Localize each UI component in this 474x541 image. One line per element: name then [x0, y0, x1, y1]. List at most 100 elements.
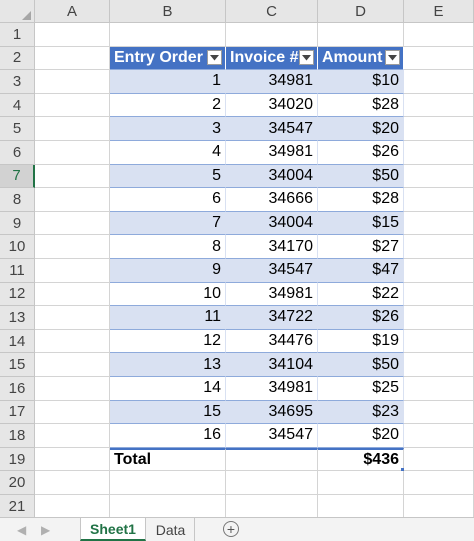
column-header-c[interactable]: C — [226, 0, 318, 23]
row-header-19[interactable]: 19 — [0, 447, 35, 472]
cell-e20[interactable] — [404, 471, 474, 495]
cell-a4[interactable] — [35, 93, 110, 118]
table-cell-amount[interactable]: $20 — [318, 424, 404, 448]
cell-e15[interactable] — [404, 353, 474, 377]
cell-a7[interactable] — [35, 164, 110, 189]
table-cell-entry-order[interactable]: 1 — [110, 70, 226, 94]
row-header-10[interactable]: 10 — [0, 235, 35, 259]
cell-e12[interactable] — [404, 282, 474, 307]
row-header-3[interactable]: 3 — [0, 70, 35, 94]
total-invoice-cell[interactable] — [226, 447, 318, 472]
filter-dropdown-icon[interactable] — [385, 50, 400, 66]
table-cell-invoice[interactable]: 34020 — [226, 93, 318, 118]
table-cell-amount[interactable]: $25 — [318, 377, 404, 401]
table-header-entry-order[interactable]: Entry Order — [110, 46, 226, 71]
cell-a3[interactable] — [35, 70, 110, 94]
total-amount-cell[interactable]: $436 — [318, 447, 404, 472]
table-cell-entry-order[interactable]: 13 — [110, 353, 226, 377]
table-cell-invoice[interactable]: 34666 — [226, 188, 318, 212]
cell-e1[interactable] — [404, 23, 474, 47]
table-cell-entry-order[interactable]: 10 — [110, 282, 226, 307]
row-header-15[interactable]: 15 — [0, 353, 35, 377]
table-cell-amount[interactable]: $20 — [318, 117, 404, 141]
row-header-11[interactable]: 11 — [0, 259, 35, 283]
table-cell-invoice[interactable]: 34004 — [226, 211, 318, 236]
cell-d21[interactable] — [318, 495, 404, 519]
cell-e19[interactable] — [404, 447, 474, 472]
cell-a1[interactable] — [35, 23, 110, 47]
cell-e8[interactable] — [404, 188, 474, 212]
row-header-9[interactable]: 9 — [0, 211, 35, 236]
cell-a14[interactable] — [35, 329, 110, 354]
row-header-8[interactable]: 8 — [0, 188, 35, 212]
table-cell-amount[interactable]: $50 — [318, 164, 404, 189]
table-cell-amount[interactable]: $50 — [318, 353, 404, 377]
cell-d1[interactable] — [318, 23, 404, 47]
cell-e7[interactable] — [404, 164, 474, 189]
cell-a20[interactable] — [35, 471, 110, 495]
table-cell-amount[interactable]: $27 — [318, 235, 404, 259]
scroll-tabs-right-icon[interactable]: ▶ — [41, 523, 51, 537]
table-cell-invoice[interactable]: 34547 — [226, 117, 318, 141]
table-cell-invoice[interactable]: 34695 — [226, 400, 318, 425]
table-cell-invoice[interactable]: 34547 — [226, 424, 318, 448]
total-label-cell[interactable]: Total — [110, 447, 226, 472]
table-cell-entry-order[interactable]: 15 — [110, 400, 226, 425]
cell-a17[interactable] — [35, 400, 110, 425]
table-cell-amount[interactable]: $15 — [318, 211, 404, 236]
table-cell-entry-order[interactable]: 2 — [110, 93, 226, 118]
table-cell-entry-order[interactable]: 5 — [110, 164, 226, 189]
table-cell-invoice[interactable]: 34722 — [226, 306, 318, 330]
table-cell-amount[interactable]: $28 — [318, 188, 404, 212]
table-cell-entry-order[interactable]: 12 — [110, 329, 226, 354]
table-cell-invoice[interactable]: 34476 — [226, 329, 318, 354]
cell-e16[interactable] — [404, 377, 474, 401]
cell-c1[interactable] — [226, 23, 318, 47]
cell-a2[interactable] — [35, 46, 110, 71]
cell-a10[interactable] — [35, 235, 110, 259]
column-header-b[interactable]: B — [110, 0, 226, 23]
scroll-tabs-left-icon[interactable]: ◀ — [17, 523, 27, 537]
select-all-corner[interactable] — [0, 0, 35, 23]
table-cell-amount[interactable]: $47 — [318, 259, 404, 283]
sheet-tab-data[interactable]: Data — [147, 518, 195, 541]
table-cell-amount[interactable]: $22 — [318, 282, 404, 307]
cell-a18[interactable] — [35, 424, 110, 448]
table-cell-invoice[interactable]: 34104 — [226, 353, 318, 377]
table-cell-invoice[interactable]: 34981 — [226, 377, 318, 401]
row-header-1[interactable]: 1 — [0, 23, 35, 47]
cell-d20[interactable] — [318, 471, 404, 495]
table-cell-entry-order[interactable]: 7 — [110, 211, 226, 236]
cell-e18[interactable] — [404, 424, 474, 448]
cell-a13[interactable] — [35, 306, 110, 330]
table-cell-invoice[interactable]: 34170 — [226, 235, 318, 259]
cell-e5[interactable] — [404, 117, 474, 141]
cell-b20[interactable] — [110, 471, 226, 495]
filter-dropdown-icon[interactable] — [299, 50, 314, 66]
cell-a8[interactable] — [35, 188, 110, 212]
row-header-6[interactable]: 6 — [0, 141, 35, 165]
add-sheet-icon[interactable]: + — [223, 521, 239, 537]
table-cell-invoice[interactable]: 34981 — [226, 141, 318, 165]
row-header-13[interactable]: 13 — [0, 306, 35, 330]
cell-a6[interactable] — [35, 141, 110, 165]
cell-a19[interactable] — [35, 447, 110, 472]
cell-e9[interactable] — [404, 211, 474, 236]
table-cell-invoice[interactable]: 34981 — [226, 70, 318, 94]
row-header-20[interactable]: 20 — [0, 471, 35, 495]
column-header-a[interactable]: A — [35, 0, 110, 23]
cell-a21[interactable] — [35, 495, 110, 519]
cell-a11[interactable] — [35, 259, 110, 283]
table-cell-entry-order[interactable]: 6 — [110, 188, 226, 212]
cell-e4[interactable] — [404, 93, 474, 118]
cell-a5[interactable] — [35, 117, 110, 141]
table-cell-amount[interactable]: $28 — [318, 93, 404, 118]
cell-e21[interactable] — [404, 495, 474, 519]
cell-a12[interactable] — [35, 282, 110, 307]
table-cell-amount[interactable]: $19 — [318, 329, 404, 354]
cell-e14[interactable] — [404, 329, 474, 354]
row-header-17[interactable]: 17 — [0, 400, 35, 425]
cell-b21[interactable] — [110, 495, 226, 519]
cell-c21[interactable] — [226, 495, 318, 519]
table-cell-entry-order[interactable]: 11 — [110, 306, 226, 330]
